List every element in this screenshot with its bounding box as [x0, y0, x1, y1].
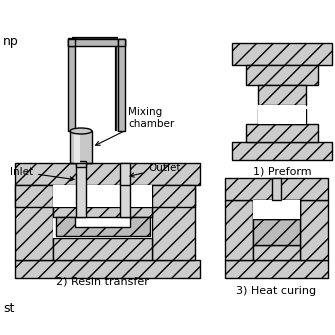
Bar	[152, 185, 195, 260]
Ellipse shape	[70, 128, 92, 134]
Bar	[253, 219, 300, 245]
Bar	[272, 178, 281, 200]
Bar	[225, 260, 328, 278]
Bar	[246, 124, 318, 142]
Text: Outlet: Outlet	[130, 163, 181, 177]
Bar	[15, 185, 53, 207]
Bar	[258, 85, 306, 105]
Bar	[68, 39, 125, 46]
Bar	[70, 131, 92, 163]
Bar	[300, 200, 328, 260]
Text: 3) Heat curing: 3) Heat curing	[236, 286, 316, 296]
Bar	[120, 163, 130, 185]
Bar	[74, 131, 80, 163]
Bar	[225, 178, 328, 200]
Bar	[15, 260, 200, 278]
Bar	[253, 200, 300, 219]
Bar	[246, 65, 318, 85]
Text: st: st	[3, 302, 14, 315]
Bar	[76, 161, 86, 167]
Bar	[253, 200, 300, 219]
Bar	[258, 109, 306, 124]
Bar	[258, 105, 306, 124]
Bar	[232, 43, 332, 65]
Bar	[68, 38, 75, 131]
Text: 2) Resin transfer: 2) Resin transfer	[56, 277, 148, 287]
Bar	[68, 39, 75, 46]
Text: Inlet: Inlet	[10, 167, 74, 181]
Bar	[53, 185, 152, 238]
Bar	[232, 142, 332, 160]
Polygon shape	[56, 217, 150, 236]
Bar	[120, 183, 130, 217]
Bar	[53, 207, 152, 217]
Text: 1) Preform: 1) Preform	[253, 167, 311, 177]
Bar	[53, 238, 152, 260]
Bar	[53, 185, 152, 207]
Bar	[225, 200, 253, 260]
Text: Mixing
chamber: Mixing chamber	[95, 107, 174, 145]
Text: np: np	[3, 36, 19, 49]
Bar	[152, 185, 195, 207]
Bar	[15, 163, 200, 185]
Bar	[118, 39, 125, 131]
Bar	[76, 163, 86, 217]
Bar	[118, 39, 125, 46]
Bar	[253, 245, 300, 260]
Bar	[15, 185, 53, 260]
